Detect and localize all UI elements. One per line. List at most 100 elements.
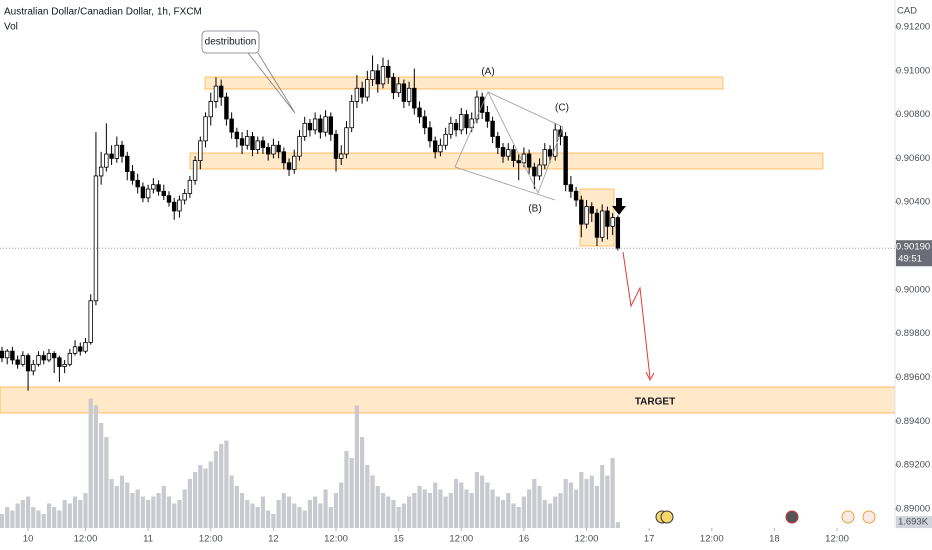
candle-body [359, 87, 365, 98]
candle-body [10, 350, 15, 361]
candle-body [542, 149, 547, 166]
volume-bar [344, 451, 349, 528]
candle-body [568, 184, 574, 192]
volume-bar [339, 482, 344, 528]
volume-bar [229, 475, 234, 528]
candle-body [537, 164, 542, 177]
volume-bar [323, 489, 328, 528]
volume-bar [354, 405, 359, 528]
volume-bar [104, 437, 109, 528]
volume-bar [93, 405, 99, 528]
candle-body [526, 153, 532, 168]
candle-body [532, 166, 537, 177]
volume-bar [271, 514, 276, 528]
volume-bar [438, 489, 443, 528]
volume-bar [532, 479, 537, 528]
volume-bar [292, 503, 297, 528]
event-icon[interactable] [841, 510, 855, 524]
candle-body [495, 136, 501, 148]
volume-bar [130, 493, 135, 528]
candle-body [469, 118, 474, 129]
event-icon[interactable] [660, 510, 674, 524]
volume-bar [537, 486, 542, 528]
candle-body [67, 352, 73, 365]
volume-bar [78, 500, 83, 528]
candle-body [349, 101, 354, 129]
volume-bar [182, 489, 187, 528]
volume-bar [20, 500, 25, 528]
candle-body [15, 359, 20, 365]
axes: 0.89000 0.89200 0.89400 0.89600 0.89800 0.900… [0, 21, 932, 545]
annotation: destribution [205, 37, 257, 48]
candle-body [271, 144, 276, 155]
x-tick-label: 17 [644, 534, 655, 545]
x-tick-label: 12:00 [324, 534, 348, 545]
last-price-box [896, 240, 932, 267]
candle-body [323, 116, 328, 133]
volume-bar [433, 482, 438, 528]
volume-bar [328, 507, 333, 528]
volume-bar [349, 458, 354, 528]
volume-bar [547, 503, 553, 528]
candle-body [260, 140, 266, 148]
candle-body [0, 350, 5, 359]
candle-body [459, 114, 464, 131]
volume-bar [67, 503, 72, 528]
candle-body [78, 346, 83, 352]
x-tick-label: 12 [268, 534, 279, 545]
volume-bar [307, 500, 313, 528]
volume-bar [610, 458, 615, 528]
volume-bar [375, 486, 380, 528]
event-icon[interactable] [785, 510, 799, 524]
y-tick-label: 0.91000 [896, 65, 930, 76]
candle-body [396, 83, 401, 94]
volume-bar [600, 465, 605, 528]
candle-body [427, 127, 433, 142]
volume-bar [234, 486, 239, 528]
candle-body [276, 144, 281, 153]
candle-body [521, 153, 527, 164]
volume-bar [506, 493, 511, 528]
candle-body [333, 133, 339, 159]
candle-body [255, 140, 260, 151]
candle-body [438, 144, 443, 153]
candle-body [203, 116, 208, 142]
candle-body [208, 101, 213, 118]
callout-box [201, 30, 260, 54]
candle-body [573, 190, 579, 201]
volume-bar [187, 479, 192, 528]
candle-body [192, 160, 198, 181]
volume-bar [88, 398, 93, 528]
y-tick-label: 0.91200 [896, 21, 930, 32]
candle-body [182, 193, 187, 201]
candle-body [166, 195, 172, 203]
y-tick-label: 0.90400 [896, 197, 930, 208]
volume-bar [177, 500, 182, 528]
volume-bar [380, 493, 386, 528]
volume-bar [25, 496, 31, 528]
candle-body [553, 129, 558, 157]
volume-bar [485, 482, 490, 528]
volume-bar [474, 472, 480, 528]
x-tick-label: 15 [393, 534, 404, 545]
candle-body [229, 118, 234, 133]
event-icon[interactable] [862, 510, 876, 524]
candle-body [20, 355, 26, 365]
candle-body [453, 122, 459, 131]
candle-body [401, 83, 407, 102]
volume-bar [125, 482, 130, 528]
volume-bar [5, 507, 10, 528]
volume-bar [594, 486, 600, 528]
candle-body [292, 155, 297, 170]
last-volume-label: 1.693K [898, 517, 929, 528]
candle-body [500, 147, 506, 157]
volume-bar [464, 489, 469, 528]
candle-body [41, 355, 46, 361]
volume-bar [365, 465, 370, 528]
candle-body [615, 217, 621, 249]
candle-body [391, 76, 396, 94]
candle-body [365, 79, 370, 98]
currency: CAD [897, 6, 917, 17]
volume-bar [297, 507, 302, 528]
volume-bar [15, 503, 20, 528]
